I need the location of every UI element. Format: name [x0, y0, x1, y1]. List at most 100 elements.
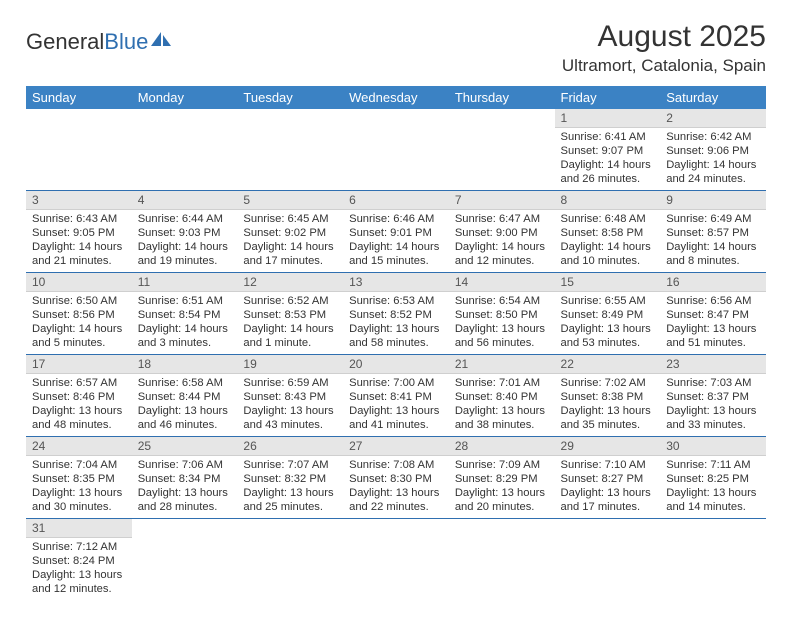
day-details: Sunrise: 7:11 AMSunset: 8:25 PMDaylight:… — [660, 456, 766, 518]
sunrise-text: Sunrise: 7:04 AM — [32, 458, 126, 472]
daylight-text: Daylight: 13 hours and 14 minutes. — [666, 486, 760, 514]
daylight-text: Daylight: 13 hours and 12 minutes. — [32, 568, 126, 596]
day-number: 2 — [660, 109, 766, 128]
calendar-cell: 31Sunrise: 7:12 AMSunset: 8:24 PMDayligh… — [26, 519, 132, 601]
daylight-text: Daylight: 13 hours and 25 minutes. — [243, 486, 337, 514]
calendar-cell — [237, 109, 343, 191]
col-sunday: Sunday — [26, 86, 132, 109]
calendar-cell: 9Sunrise: 6:49 AMSunset: 8:57 PMDaylight… — [660, 191, 766, 273]
day-details: Sunrise: 6:57 AMSunset: 8:46 PMDaylight:… — [26, 374, 132, 436]
daylight-text: Daylight: 13 hours and 20 minutes. — [455, 486, 549, 514]
sunrise-text: Sunrise: 7:11 AM — [666, 458, 760, 472]
title-block: August 2025 Ultramort, Catalonia, Spain — [562, 20, 766, 76]
day-details: Sunrise: 7:08 AMSunset: 8:30 PMDaylight:… — [343, 456, 449, 518]
sunrise-text: Sunrise: 6:57 AM — [32, 376, 126, 390]
calendar-cell — [237, 519, 343, 601]
day-number: 15 — [555, 273, 661, 292]
daylight-text: Daylight: 14 hours and 5 minutes. — [32, 322, 126, 350]
sunset-text: Sunset: 9:07 PM — [561, 144, 655, 158]
day-number: 18 — [132, 355, 238, 374]
day-number: 5 — [237, 191, 343, 210]
calendar-cell: 26Sunrise: 7:07 AMSunset: 8:32 PMDayligh… — [237, 437, 343, 519]
sunrise-text: Sunrise: 7:07 AM — [243, 458, 337, 472]
day-number: 22 — [555, 355, 661, 374]
daylight-text: Daylight: 13 hours and 35 minutes. — [561, 404, 655, 432]
day-details: Sunrise: 6:55 AMSunset: 8:49 PMDaylight:… — [555, 292, 661, 354]
day-details: Sunrise: 6:50 AMSunset: 8:56 PMDaylight:… — [26, 292, 132, 354]
sunset-text: Sunset: 8:46 PM — [32, 390, 126, 404]
calendar-row: 31Sunrise: 7:12 AMSunset: 8:24 PMDayligh… — [26, 519, 766, 601]
daylight-text: Daylight: 14 hours and 3 minutes. — [138, 322, 232, 350]
sunset-text: Sunset: 9:06 PM — [666, 144, 760, 158]
sunrise-text: Sunrise: 6:41 AM — [561, 130, 655, 144]
day-number: 13 — [343, 273, 449, 292]
calendar-row: 1Sunrise: 6:41 AMSunset: 9:07 PMDaylight… — [26, 109, 766, 191]
calendar-cell — [449, 519, 555, 601]
page-subtitle: Ultramort, Catalonia, Spain — [562, 56, 766, 76]
sunrise-text: Sunrise: 6:50 AM — [32, 294, 126, 308]
sunset-text: Sunset: 8:29 PM — [455, 472, 549, 486]
day-number: 19 — [237, 355, 343, 374]
day-details: Sunrise: 6:54 AMSunset: 8:50 PMDaylight:… — [449, 292, 555, 354]
col-tuesday: Tuesday — [237, 86, 343, 109]
day-number: 9 — [660, 191, 766, 210]
sunrise-text: Sunrise: 6:58 AM — [138, 376, 232, 390]
day-details: Sunrise: 6:47 AMSunset: 9:00 PMDaylight:… — [449, 210, 555, 272]
sunset-text: Sunset: 8:52 PM — [349, 308, 443, 322]
sunset-text: Sunset: 8:49 PM — [561, 308, 655, 322]
sunrise-text: Sunrise: 6:54 AM — [455, 294, 549, 308]
sunset-text: Sunset: 8:37 PM — [666, 390, 760, 404]
calendar-cell: 6Sunrise: 6:46 AMSunset: 9:01 PMDaylight… — [343, 191, 449, 273]
day-number: 12 — [237, 273, 343, 292]
sunrise-text: Sunrise: 7:10 AM — [561, 458, 655, 472]
calendar-cell: 1Sunrise: 6:41 AMSunset: 9:07 PMDaylight… — [555, 109, 661, 191]
calendar-cell: 14Sunrise: 6:54 AMSunset: 8:50 PMDayligh… — [449, 273, 555, 355]
sunrise-text: Sunrise: 7:08 AM — [349, 458, 443, 472]
sunset-text: Sunset: 9:03 PM — [138, 226, 232, 240]
daylight-text: Daylight: 14 hours and 17 minutes. — [243, 240, 337, 268]
col-friday: Friday — [555, 86, 661, 109]
day-details: Sunrise: 7:07 AMSunset: 8:32 PMDaylight:… — [237, 456, 343, 518]
calendar-cell: 5Sunrise: 6:45 AMSunset: 9:02 PMDaylight… — [237, 191, 343, 273]
calendar-cell: 29Sunrise: 7:10 AMSunset: 8:27 PMDayligh… — [555, 437, 661, 519]
calendar-cell: 4Sunrise: 6:44 AMSunset: 9:03 PMDaylight… — [132, 191, 238, 273]
daylight-text: Daylight: 13 hours and 46 minutes. — [138, 404, 232, 432]
day-number: 26 — [237, 437, 343, 456]
day-details: Sunrise: 6:46 AMSunset: 9:01 PMDaylight:… — [343, 210, 449, 272]
daylight-text: Daylight: 14 hours and 10 minutes. — [561, 240, 655, 268]
calendar-cell: 12Sunrise: 6:52 AMSunset: 8:53 PMDayligh… — [237, 273, 343, 355]
day-details: Sunrise: 6:53 AMSunset: 8:52 PMDaylight:… — [343, 292, 449, 354]
calendar-cell — [449, 109, 555, 191]
calendar-cell: 20Sunrise: 7:00 AMSunset: 8:41 PMDayligh… — [343, 355, 449, 437]
day-number: 11 — [132, 273, 238, 292]
sunrise-text: Sunrise: 6:43 AM — [32, 212, 126, 226]
day-details: Sunrise: 7:10 AMSunset: 8:27 PMDaylight:… — [555, 456, 661, 518]
day-number: 7 — [449, 191, 555, 210]
day-details: Sunrise: 7:02 AMSunset: 8:38 PMDaylight:… — [555, 374, 661, 436]
daylight-text: Daylight: 13 hours and 48 minutes. — [32, 404, 126, 432]
daylight-text: Daylight: 14 hours and 21 minutes. — [32, 240, 126, 268]
calendar-cell: 11Sunrise: 6:51 AMSunset: 8:54 PMDayligh… — [132, 273, 238, 355]
day-number: 23 — [660, 355, 766, 374]
calendar-cell: 25Sunrise: 7:06 AMSunset: 8:34 PMDayligh… — [132, 437, 238, 519]
day-number: 3 — [26, 191, 132, 210]
day-details: Sunrise: 6:41 AMSunset: 9:07 PMDaylight:… — [555, 128, 661, 190]
sunset-text: Sunset: 8:27 PM — [561, 472, 655, 486]
sunrise-text: Sunrise: 7:02 AM — [561, 376, 655, 390]
day-details: Sunrise: 6:59 AMSunset: 8:43 PMDaylight:… — [237, 374, 343, 436]
day-number: 4 — [132, 191, 238, 210]
calendar-cell — [660, 519, 766, 601]
daylight-text: Daylight: 13 hours and 22 minutes. — [349, 486, 443, 514]
calendar-cell: 21Sunrise: 7:01 AMSunset: 8:40 PMDayligh… — [449, 355, 555, 437]
day-number: 28 — [449, 437, 555, 456]
sunset-text: Sunset: 8:34 PM — [138, 472, 232, 486]
daylight-text: Daylight: 14 hours and 19 minutes. — [138, 240, 232, 268]
sunrise-text: Sunrise: 7:06 AM — [138, 458, 232, 472]
day-details: Sunrise: 6:58 AMSunset: 8:44 PMDaylight:… — [132, 374, 238, 436]
day-number: 17 — [26, 355, 132, 374]
daylight-text: Daylight: 14 hours and 24 minutes. — [666, 158, 760, 186]
daylight-text: Daylight: 13 hours and 28 minutes. — [138, 486, 232, 514]
day-details: Sunrise: 6:49 AMSunset: 8:57 PMDaylight:… — [660, 210, 766, 272]
day-number: 29 — [555, 437, 661, 456]
col-thursday: Thursday — [449, 86, 555, 109]
